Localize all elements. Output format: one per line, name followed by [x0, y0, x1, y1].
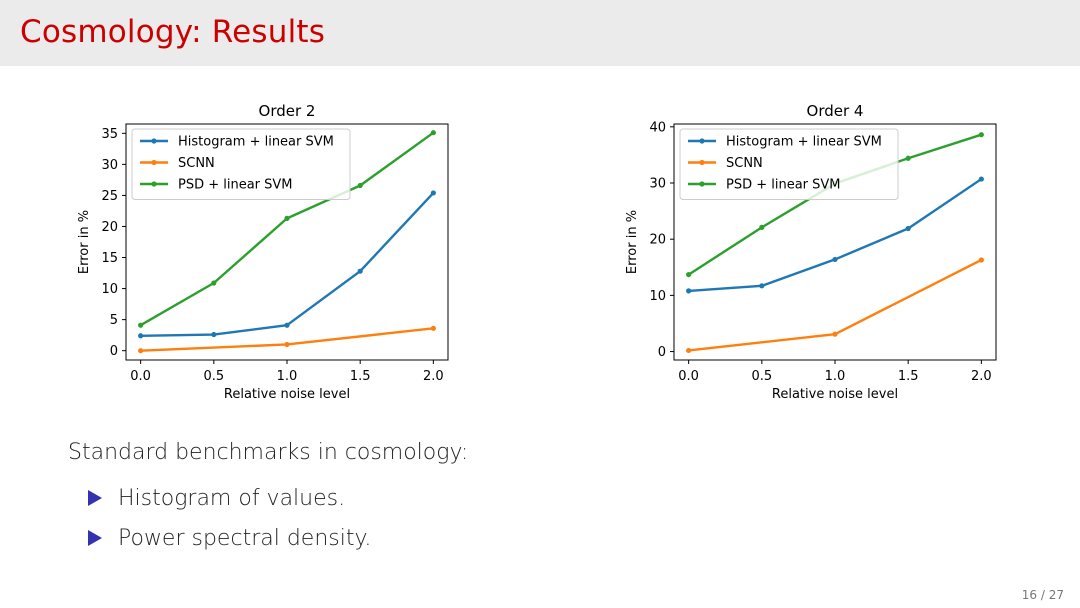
- triangle-bullet-icon: [88, 490, 102, 506]
- bullet-list: Histogram of values. Power spectral dens…: [88, 478, 371, 558]
- series-line-1: [688, 258, 982, 352]
- data-point: [759, 224, 765, 230]
- legend-marker: [151, 138, 157, 144]
- data-point: [138, 322, 144, 328]
- data-point: [357, 268, 363, 274]
- y-axis-label: Error in %: [77, 210, 92, 274]
- triangle-bullet-icon: [88, 530, 102, 546]
- legend-marker: [151, 159, 157, 166]
- x-tick-label: 0.0: [130, 369, 151, 384]
- data-point: [138, 333, 144, 339]
- legend-marker: [151, 181, 157, 187]
- x-axis-label: Relative noise level: [224, 387, 350, 402]
- legend-marker: [699, 181, 705, 187]
- bullet-text: Histogram of values.: [118, 485, 346, 511]
- x-tick-label: 0.5: [203, 369, 224, 384]
- data-point: [430, 130, 436, 136]
- y-tick-label: 10: [649, 289, 666, 304]
- series-line-1: [140, 327, 434, 352]
- x-tick-label: 1.5: [350, 369, 371, 384]
- data-point: [357, 182, 363, 189]
- x-tick-label: 0.0: [678, 369, 699, 384]
- y-tick-label: 15: [101, 251, 118, 266]
- data-point: [686, 347, 692, 354]
- y-tick-label: 0: [110, 344, 118, 359]
- data-point: [430, 190, 436, 196]
- data-point: [978, 176, 984, 182]
- data-point: [284, 341, 290, 348]
- legend-marker: [699, 159, 705, 166]
- data-point: [832, 256, 838, 263]
- data-point: [905, 155, 911, 161]
- data-point: [759, 283, 765, 289]
- bullet-item: Power spectral density.: [88, 518, 371, 558]
- slide-title: Cosmology: Results: [20, 14, 326, 50]
- legend-label: Histogram + linear SVM: [178, 135, 334, 150]
- y-tick-label: 30: [649, 177, 666, 192]
- intro-text: Standard benchmarks in cosmology:: [68, 440, 469, 465]
- chart-order-4: Order 4 0.0 0.5 1.0 1.5 2.0 0 10 20 30 40 Relative …: [616, 90, 1006, 410]
- y-tick-label: 10: [101, 282, 118, 297]
- data-point: [905, 225, 911, 232]
- y-tick-label: 20: [101, 220, 118, 235]
- x-tick-label: 2.0: [971, 369, 992, 384]
- slide-header: Cosmology: Results: [0, 0, 1080, 66]
- legend-label: SCNN: [178, 156, 215, 171]
- data-point: [211, 331, 217, 338]
- data-point: [686, 271, 692, 278]
- x-tick-label: 1.0: [277, 369, 298, 384]
- x-tick-label: 2.0: [423, 369, 444, 384]
- chart-order-4-svg: Order 4 0.0 0.5 1.0 1.5 2.0 0 10 20 30 40 Relative …: [625, 102, 997, 402]
- legend-label: PSD + linear SVM: [726, 178, 841, 193]
- series-line-0: [140, 192, 435, 337]
- data-point: [430, 325, 436, 331]
- x-tick-label: 0.5: [751, 369, 772, 384]
- chart-title: Order 4: [807, 102, 864, 120]
- chart-order-2-svg: Order 2 0.0 0.5 1.0 1.5 2.0 0 5 10 15 20 25 30 35 Rela…: [77, 102, 449, 402]
- data-point: [978, 132, 984, 138]
- data-point: [138, 348, 144, 354]
- x-axis-label: Relative noise level: [772, 387, 898, 402]
- legend-box: [679, 128, 899, 200]
- x-tick-label: 1.5: [898, 369, 919, 384]
- legend-box: [131, 128, 351, 200]
- data-point: [211, 280, 217, 286]
- legend-label: SCNN: [726, 156, 763, 171]
- y-tick-label: 35: [101, 127, 118, 142]
- y-tick-label: 40: [649, 120, 666, 135]
- bullet-text: Power spectral density.: [118, 525, 372, 551]
- y-tick-label: 30: [101, 158, 118, 173]
- data-point: [978, 257, 984, 263]
- legend-label: Histogram + linear SVM: [726, 135, 882, 150]
- y-tick-label: 20: [649, 233, 666, 248]
- data-point: [832, 331, 838, 337]
- chart-title: Order 2: [259, 102, 316, 120]
- legend-label: PSD + linear SVM: [178, 178, 293, 193]
- y-tick-label: 25: [101, 189, 118, 204]
- data-point: [284, 322, 290, 328]
- page-number: 16 / 27: [1021, 588, 1064, 602]
- data-point: [284, 215, 290, 221]
- x-tick-label: 1.0: [825, 369, 846, 384]
- y-tick-label: 0: [658, 345, 666, 360]
- data-point: [686, 288, 692, 294]
- legend-marker: [699, 138, 705, 144]
- y-tick-label: 5: [110, 313, 118, 328]
- chart-order-2: Order 2 0.0 0.5 1.0 1.5 2.0 0 5 10 15 20 25 30 35 Rela…: [68, 90, 458, 410]
- bullet-item: Histogram of values.: [88, 478, 371, 518]
- y-axis-label: Error in %: [625, 210, 640, 274]
